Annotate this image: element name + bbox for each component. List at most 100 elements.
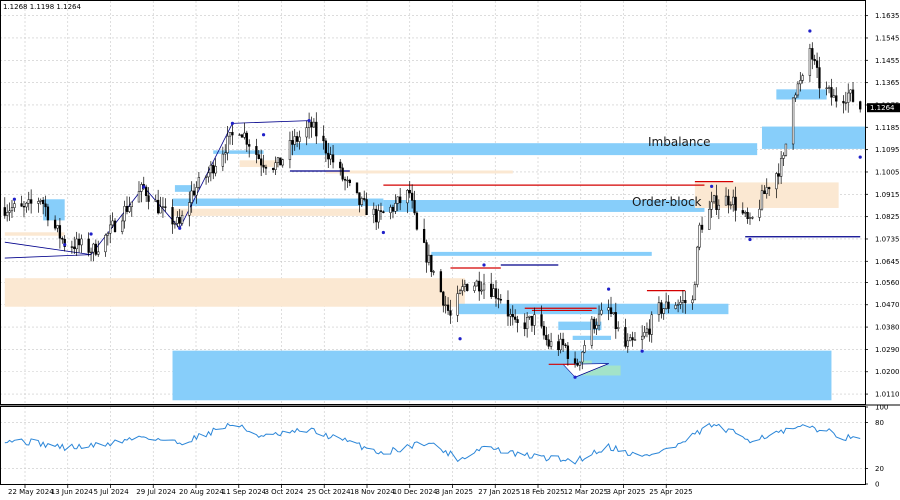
candle-body: [231, 132, 234, 136]
trend-segment: [232, 120, 310, 124]
candle: [775, 172, 778, 199]
candle: [617, 321, 620, 332]
zone-imbalance: [431, 251, 652, 256]
candle-body: [346, 179, 349, 182]
candle: [396, 196, 399, 212]
swing-point: [748, 237, 752, 242]
swing-point: [89, 232, 93, 236]
candle: [360, 196, 363, 208]
candle-body: [25, 202, 28, 208]
candle: [835, 87, 838, 108]
candle: [307, 112, 311, 139]
candle: [6, 204, 9, 222]
candle-body: [94, 243, 97, 255]
price-tick-label: 1.1545: [875, 34, 900, 42]
candle: [482, 273, 486, 299]
candle-body: [710, 201, 713, 210]
candle-body: [377, 210, 380, 223]
candle: [480, 281, 483, 295]
candle: [600, 302, 603, 316]
candle: [89, 247, 93, 262]
candle-body: [121, 220, 124, 232]
zone-imbalance: [43, 199, 65, 221]
candle-body: [466, 283, 469, 291]
swing-point: [607, 287, 611, 291]
price-tick-label: 1.1185: [875, 124, 900, 132]
candle: [113, 218, 117, 233]
candle: [446, 297, 450, 315]
candle-body: [113, 220, 117, 232]
candle-body: [173, 223, 177, 225]
candle-body: [379, 210, 383, 212]
candle-body: [355, 182, 359, 193]
candle: [106, 231, 109, 246]
candle: [20, 195, 23, 207]
candle: [727, 189, 730, 214]
candle-body: [61, 238, 64, 240]
candle: [648, 319, 651, 342]
candle: [506, 290, 510, 326]
orderblock-label: Order-block: [632, 195, 702, 209]
candle-body: [456, 293, 459, 316]
candle: [3, 197, 6, 219]
candle-body: [540, 314, 543, 327]
candle: [363, 190, 366, 202]
candle: [813, 54, 816, 65]
candle-body: [327, 152, 330, 160]
candle: [97, 240, 100, 257]
candle-body: [825, 87, 828, 89]
candle: [27, 191, 30, 211]
candle: [631, 331, 634, 347]
time-tick-label: 27 Jan 2025: [478, 488, 520, 496]
candle-body: [542, 325, 546, 336]
candle-body: [37, 201, 40, 204]
candle: [607, 299, 610, 321]
candle: [327, 142, 330, 168]
candle: [796, 81, 800, 98]
time-tick-label: 25 Oct 2024: [307, 488, 351, 496]
candle-body: [475, 280, 478, 287]
candle: [145, 184, 148, 202]
time-tick-label: 22 May 2024: [8, 488, 54, 496]
candle: [794, 92, 797, 102]
time-tick-label: 12 Mar 2025: [564, 488, 608, 496]
candle-body: [581, 351, 584, 363]
candle-body: [734, 196, 737, 211]
candle-body: [171, 207, 174, 225]
candle-body: [159, 206, 162, 214]
candle: [760, 184, 764, 211]
candle: [597, 305, 601, 331]
candle: [80, 234, 83, 253]
time-tick-label: 25 Apr 2025: [649, 488, 692, 496]
candle: [212, 161, 215, 180]
candle: [192, 183, 196, 197]
candle: [331, 144, 335, 169]
candle-body: [631, 337, 634, 341]
candle: [346, 176, 349, 188]
candle-body: [595, 324, 598, 329]
candle: [626, 333, 629, 353]
candle-body: [808, 48, 812, 76]
candle-body: [626, 340, 629, 347]
candle-body: [257, 154, 260, 160]
candle-body: [154, 199, 157, 202]
candle-body: [221, 153, 224, 167]
candle-body: [681, 300, 685, 303]
candle-body: [190, 190, 193, 203]
candle: [516, 315, 519, 333]
candle: [207, 166, 210, 183]
candle: [343, 176, 347, 191]
candle-body: [3, 207, 6, 216]
swing-point: [307, 119, 311, 123]
candle-body: [494, 288, 498, 299]
candle-body: [482, 283, 486, 291]
candle-body: [691, 299, 694, 304]
trend-segment: [90, 186, 145, 255]
candle-body: [439, 271, 443, 293]
candle-body: [291, 140, 294, 145]
candle: [298, 130, 301, 150]
candle: [197, 171, 201, 190]
zone-orderblock: [239, 160, 278, 168]
candle-body: [741, 210, 744, 214]
